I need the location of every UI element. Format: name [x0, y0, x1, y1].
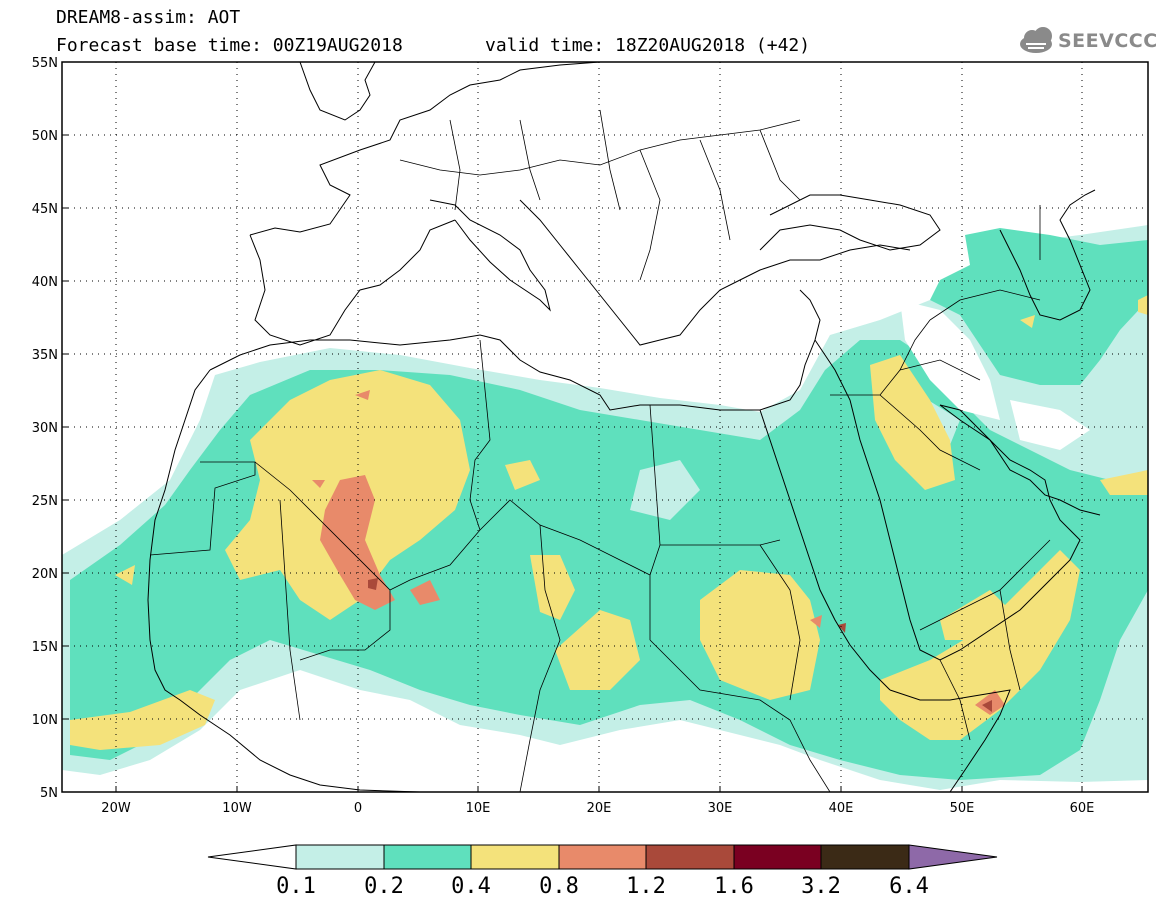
lat-labels: 5N 10N 15N 20N 25N 30N 35N 40N 45N 50N 5… — [32, 56, 58, 801]
tick-marks — [62, 61, 1083, 793]
lon-label: 20W — [101, 801, 131, 816]
lon-label: 50E — [950, 801, 975, 816]
colorbar-label: 6.4 — [889, 874, 929, 899]
lat-label: 50N — [32, 129, 58, 144]
europe-borders — [399, 109, 801, 281]
grid — [62, 62, 1148, 792]
coastlines — [147, 62, 1101, 792]
colorbar-label: 3.2 — [801, 874, 841, 899]
colorbar-segment — [820, 844, 910, 870]
colorbar-segment — [383, 844, 472, 870]
europe-coast — [249, 62, 911, 346]
colorbar-label: 0.4 — [451, 874, 491, 899]
lon-label: 10W — [222, 801, 252, 816]
lat-label: 30N — [32, 421, 58, 436]
lat-label: 20N — [32, 567, 58, 582]
lat-label: 45N — [32, 202, 58, 217]
colorbar-labels: 0.1 0.2 0.4 0.8 1.2 1.6 3.2 6.4 — [276, 874, 929, 899]
colorbar-label: 1.2 — [626, 874, 666, 899]
colorbar-low-extension — [207, 844, 297, 870]
forecast-base-time: Forecast base time: 00Z19AUG2018 — [56, 35, 403, 56]
colorbar-label: 0.1 — [276, 874, 316, 899]
colorbar-label: 0.2 — [364, 874, 404, 899]
lat-label: 35N — [32, 348, 58, 363]
african-borders — [149, 339, 831, 792]
lon-label: 20E — [587, 801, 612, 816]
lat-label: 10N — [32, 713, 58, 728]
lat-label: 5N — [40, 786, 58, 801]
colorbar-segment — [733, 844, 822, 870]
lat-label: 55N — [32, 56, 58, 71]
colorbar-label: 1.6 — [714, 874, 754, 899]
africa-north-coast — [209, 289, 821, 411]
caspian-coast — [999, 189, 1096, 321]
colorbar-segment — [558, 844, 647, 870]
horn-coast — [889, 689, 1011, 792]
colorbar-segment — [295, 844, 385, 870]
lon-label: 40E — [829, 801, 854, 816]
logo — [1020, 27, 1052, 53]
lon-labels: 20W 10W 0 10E 20E 30E 40E 50E 60E — [101, 801, 1094, 816]
colorbar-segment — [470, 844, 560, 870]
lon-label: 60E — [1070, 801, 1095, 816]
gulf-coast — [939, 404, 1101, 516]
colorbar — [207, 844, 998, 870]
britain-coast — [299, 62, 376, 121]
map-title: DREAM8-assim: AOT — [56, 7, 241, 28]
lat-label: 25N — [32, 494, 58, 509]
asian-borders — [830, 205, 1051, 741]
lon-label: 30E — [708, 801, 733, 816]
lat-label: 40N — [32, 275, 58, 290]
lat-label: 15N — [32, 640, 58, 655]
cloud-icon — [1020, 27, 1052, 53]
black-sea-coast — [759, 194, 941, 251]
arabia-coast — [814, 339, 1081, 661]
valid-time: valid time: 18Z20AUG2018 (+42) — [485, 35, 811, 56]
colorbar-high-extension — [908, 844, 998, 870]
lon-label: 0 — [354, 801, 362, 816]
colorbar-label: 0.8 — [539, 874, 579, 899]
aot-band-1.2 — [368, 578, 378, 590]
africa-west-coast — [147, 369, 421, 792]
colorbar-segment — [645, 844, 735, 870]
aot-fields — [62, 225, 1148, 790]
lon-label: 10E — [466, 801, 491, 816]
logo-text: SEEVCCC — [1058, 30, 1158, 52]
red-sea-coast — [759, 409, 891, 691]
